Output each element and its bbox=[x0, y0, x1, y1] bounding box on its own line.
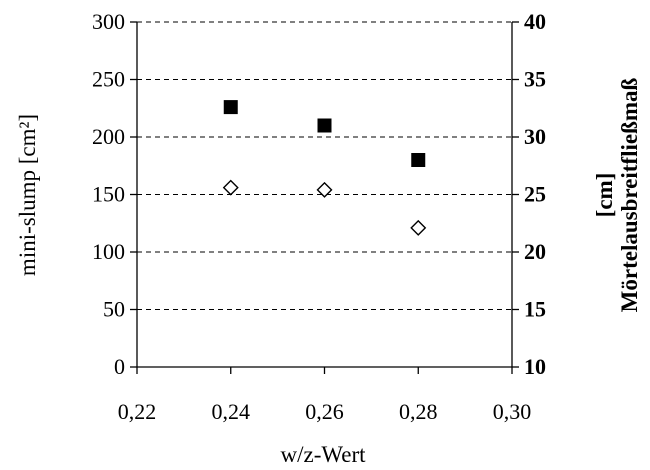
x-axis-ticks: 0,22 0,24 0,26 0,28 0,30 bbox=[118, 367, 532, 424]
gridlines bbox=[137, 21, 512, 310]
y2-tick-label: 40 bbox=[524, 9, 546, 34]
data-point-square bbox=[411, 153, 426, 167]
y2-tick-label: 10 bbox=[524, 354, 546, 379]
y2-tick-label: 20 bbox=[524, 239, 546, 264]
y-tick-label: 150 bbox=[92, 182, 125, 207]
y2-tick-label: 30 bbox=[524, 124, 546, 149]
y-tick-label: 200 bbox=[92, 124, 125, 149]
y2-tick-label: 35 bbox=[524, 67, 546, 92]
data-point-diamond bbox=[222, 179, 239, 196]
right-axis-ticks: 10 15 20 25 30 35 40 bbox=[512, 9, 546, 379]
x-tick-label: 0,26 bbox=[305, 399, 344, 424]
x-axis-title: w/z-Wert bbox=[281, 442, 367, 467]
y2-axis-title-line2: [cm] bbox=[592, 173, 617, 218]
data-point-square bbox=[223, 100, 238, 115]
data-point-square bbox=[317, 118, 332, 133]
y-tick-label: 100 bbox=[92, 239, 125, 264]
x-tick-label: 0,22 bbox=[118, 399, 157, 424]
y2-tick-label: 25 bbox=[524, 182, 546, 207]
y-axis-title: mini-slump [cm²] bbox=[15, 114, 40, 276]
y-tick-label: 0 bbox=[114, 354, 125, 379]
data-point-diamond bbox=[316, 181, 333, 198]
y2-tick-label: 15 bbox=[524, 297, 546, 322]
y-tick-label: 50 bbox=[103, 297, 125, 322]
data-points bbox=[222, 100, 427, 236]
data-point-diamond bbox=[410, 219, 427, 236]
y2-axis-title-line1: Mörtelausbreitfließmaß bbox=[617, 77, 642, 312]
x-tick-label: 0,28 bbox=[399, 399, 438, 424]
y-tick-label: 300 bbox=[92, 9, 125, 34]
x-tick-label: 0,24 bbox=[212, 399, 251, 424]
left-axis-ticks: 0 50 100 150 200 250 300 bbox=[92, 9, 137, 379]
y-tick-label: 250 bbox=[92, 67, 125, 92]
x-tick-label: 0,30 bbox=[493, 399, 532, 424]
